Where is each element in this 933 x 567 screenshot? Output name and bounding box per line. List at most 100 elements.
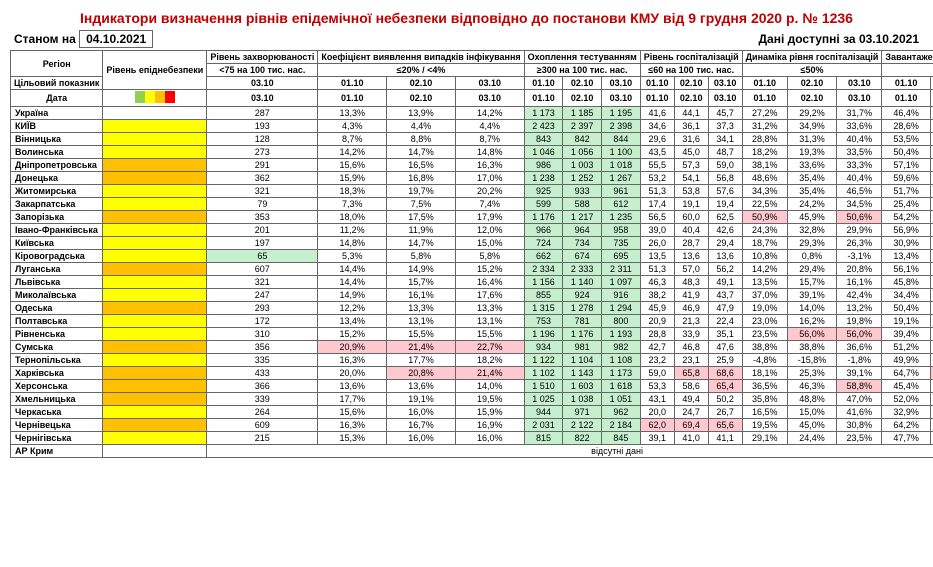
- table-row: АР Кримвідсутні дані: [11, 445, 933, 458]
- table-row: Рівненська31015,2%15,5%15,5%1 1961 1761 …: [11, 328, 933, 341]
- col-date: Дата: [11, 90, 103, 107]
- table-row: Закарпатська797,3%7,5%7,4%59958861217,41…: [11, 198, 933, 211]
- col-hosp: Рівень госпіталізацій: [640, 51, 742, 64]
- table-row: Луганська60714,4%14,9%15,2%2 3342 3332 3…: [11, 263, 933, 276]
- table-row: Чернігівська21515,3%16,0%16,0%8158228453…: [11, 432, 933, 445]
- region-cell: Україна: [11, 107, 103, 120]
- level-cell: [103, 367, 207, 380]
- region-cell: Харківська: [11, 367, 103, 380]
- oxy-target: ≤65%: [882, 64, 933, 77]
- region-cell: Вінницька: [11, 133, 103, 146]
- region-cell: Київська: [11, 237, 103, 250]
- morb-cell: 201: [207, 224, 318, 237]
- morb-cell: 609: [207, 419, 318, 432]
- table-row: Україна28713,3%13,9%14,2%1 1731 1851 195…: [11, 107, 933, 120]
- morb-cell: 356: [207, 341, 318, 354]
- region-cell: Львівська: [11, 276, 103, 289]
- level-cell: [103, 185, 207, 198]
- level-cell: [103, 146, 207, 159]
- morb-cell: 433: [207, 367, 318, 380]
- level-cell: [103, 393, 207, 406]
- table-row: Київська19714,8%14,7%15,0%72473473526,02…: [11, 237, 933, 250]
- hosp-target: ≤60 на 100 тис. нас.: [640, 64, 742, 77]
- table-row: Харківська43320,0%20,8%21,4%1 1021 1431 …: [11, 367, 933, 380]
- level-cell: [103, 263, 207, 276]
- table-row: КИЇВ1934,3%4,4%4,4%2 4232 3972 39834,636…: [11, 120, 933, 133]
- level-cell: [103, 250, 207, 263]
- level-cell: [103, 211, 207, 224]
- region-cell: Донецька: [11, 172, 103, 185]
- table-row: Херсонська36613,6%13,6%14,0%1 5101 6031 …: [11, 380, 933, 393]
- morb-cell: 335: [207, 354, 318, 367]
- header-bar: Станом на 04.10.2021 Дані доступні за 03…: [10, 32, 923, 46]
- dyn-target: ≤50%: [742, 64, 882, 77]
- table-row: Дніпропетровська29115,6%16,5%16,3%9861 0…: [11, 159, 933, 172]
- level-cell: [103, 289, 207, 302]
- col-region: Регіон: [11, 51, 103, 77]
- level-cell: [103, 380, 207, 393]
- epi-table: Регіон Рівень епіднебезпеки Рівень захво…: [10, 50, 933, 458]
- level-cell: [103, 432, 207, 445]
- table-row: Полтавська17213,4%13,1%13,1%75378180020,…: [11, 315, 933, 328]
- level-cell: [103, 328, 207, 341]
- region-cell: Тернопільська: [11, 354, 103, 367]
- level-cell: [103, 198, 207, 211]
- morb-cell: 264: [207, 406, 318, 419]
- detect-target: ≤20% / <4%: [318, 64, 524, 77]
- region-cell: Житомирська: [11, 185, 103, 198]
- morb-cell: 273: [207, 146, 318, 159]
- table-row: Тернопільська33516,3%17,7%18,2%1 1221 10…: [11, 354, 933, 367]
- region-cell: Запорізька: [11, 211, 103, 224]
- morb-cell: 607: [207, 263, 318, 276]
- morb-cell: 321: [207, 276, 318, 289]
- morb-cell: 293: [207, 302, 318, 315]
- absent-cell: відсутні дані: [207, 445, 933, 458]
- table-row: Одеська29312,2%13,3%13,3%1 3151 2781 294…: [11, 302, 933, 315]
- table-row: Волинська27314,2%14,7%14,8%1 0461 0561 1…: [11, 146, 933, 159]
- region-cell: Одеська: [11, 302, 103, 315]
- level-cell: [103, 133, 207, 146]
- morb-cell: 362: [207, 172, 318, 185]
- region-cell: КИЇВ: [11, 120, 103, 133]
- level-scale: [103, 90, 207, 107]
- table-row: Житомирська32118,3%19,7%20,2%92593396151…: [11, 185, 933, 198]
- region-cell: Херсонська: [11, 380, 103, 393]
- table-row: Миколаївська24714,9%16,1%17,6%8559249163…: [11, 289, 933, 302]
- region-cell: Рівненська: [11, 328, 103, 341]
- table-row: Кіровоградська655,3%5,8%5,8%66267469513,…: [11, 250, 933, 263]
- region-cell: Сумська: [11, 341, 103, 354]
- col-detect: Коефіцієнт виявлення випадків інфікуванн…: [318, 51, 524, 64]
- col-morbidity: Рівень захворюваності: [207, 51, 318, 64]
- region-cell: Черкаська: [11, 406, 103, 419]
- level-cell: [103, 224, 207, 237]
- region-cell: Чернівецька: [11, 419, 103, 432]
- col-level: Рівень епіднебезпеки: [103, 51, 207, 90]
- level-cell: [103, 302, 207, 315]
- avail-date: 03.10.2021: [859, 32, 919, 46]
- table-row: Сумська35620,9%21,4%22,7%93498198242,746…: [11, 341, 933, 354]
- morb-cell: 310: [207, 328, 318, 341]
- morb-cell: 291: [207, 159, 318, 172]
- col-testing: Охоплення тестуванням: [524, 51, 640, 64]
- region-cell: Закарпатська: [11, 198, 103, 211]
- level-cell: [103, 107, 207, 120]
- col-oxy: Завантаженість ліжок з киснем: [882, 51, 933, 64]
- level-cell: [103, 354, 207, 367]
- region-cell: Дніпропетровська: [11, 159, 103, 172]
- region-cell: Хмельницька: [11, 393, 103, 406]
- level-cell: [103, 237, 207, 250]
- region-cell: Кіровоградська: [11, 250, 103, 263]
- morb-cell: 247: [207, 289, 318, 302]
- col-dyn: Динаміка рівня госпіталізацій: [742, 51, 882, 64]
- level-cell: [103, 276, 207, 289]
- asof-label: Станом на: [14, 32, 76, 46]
- level-cell: [103, 172, 207, 185]
- morb-cell: 79: [207, 198, 318, 211]
- level-cell: [103, 120, 207, 133]
- table-row: Чернівецька60916,3%16,7%16,9%2 0312 1222…: [11, 419, 933, 432]
- asof-date: 04.10.2021: [79, 30, 153, 48]
- region-cell: Івано-Франківська: [11, 224, 103, 237]
- morb-cell: 197: [207, 237, 318, 250]
- level-cell: [103, 315, 207, 328]
- morb-cell: 353: [207, 211, 318, 224]
